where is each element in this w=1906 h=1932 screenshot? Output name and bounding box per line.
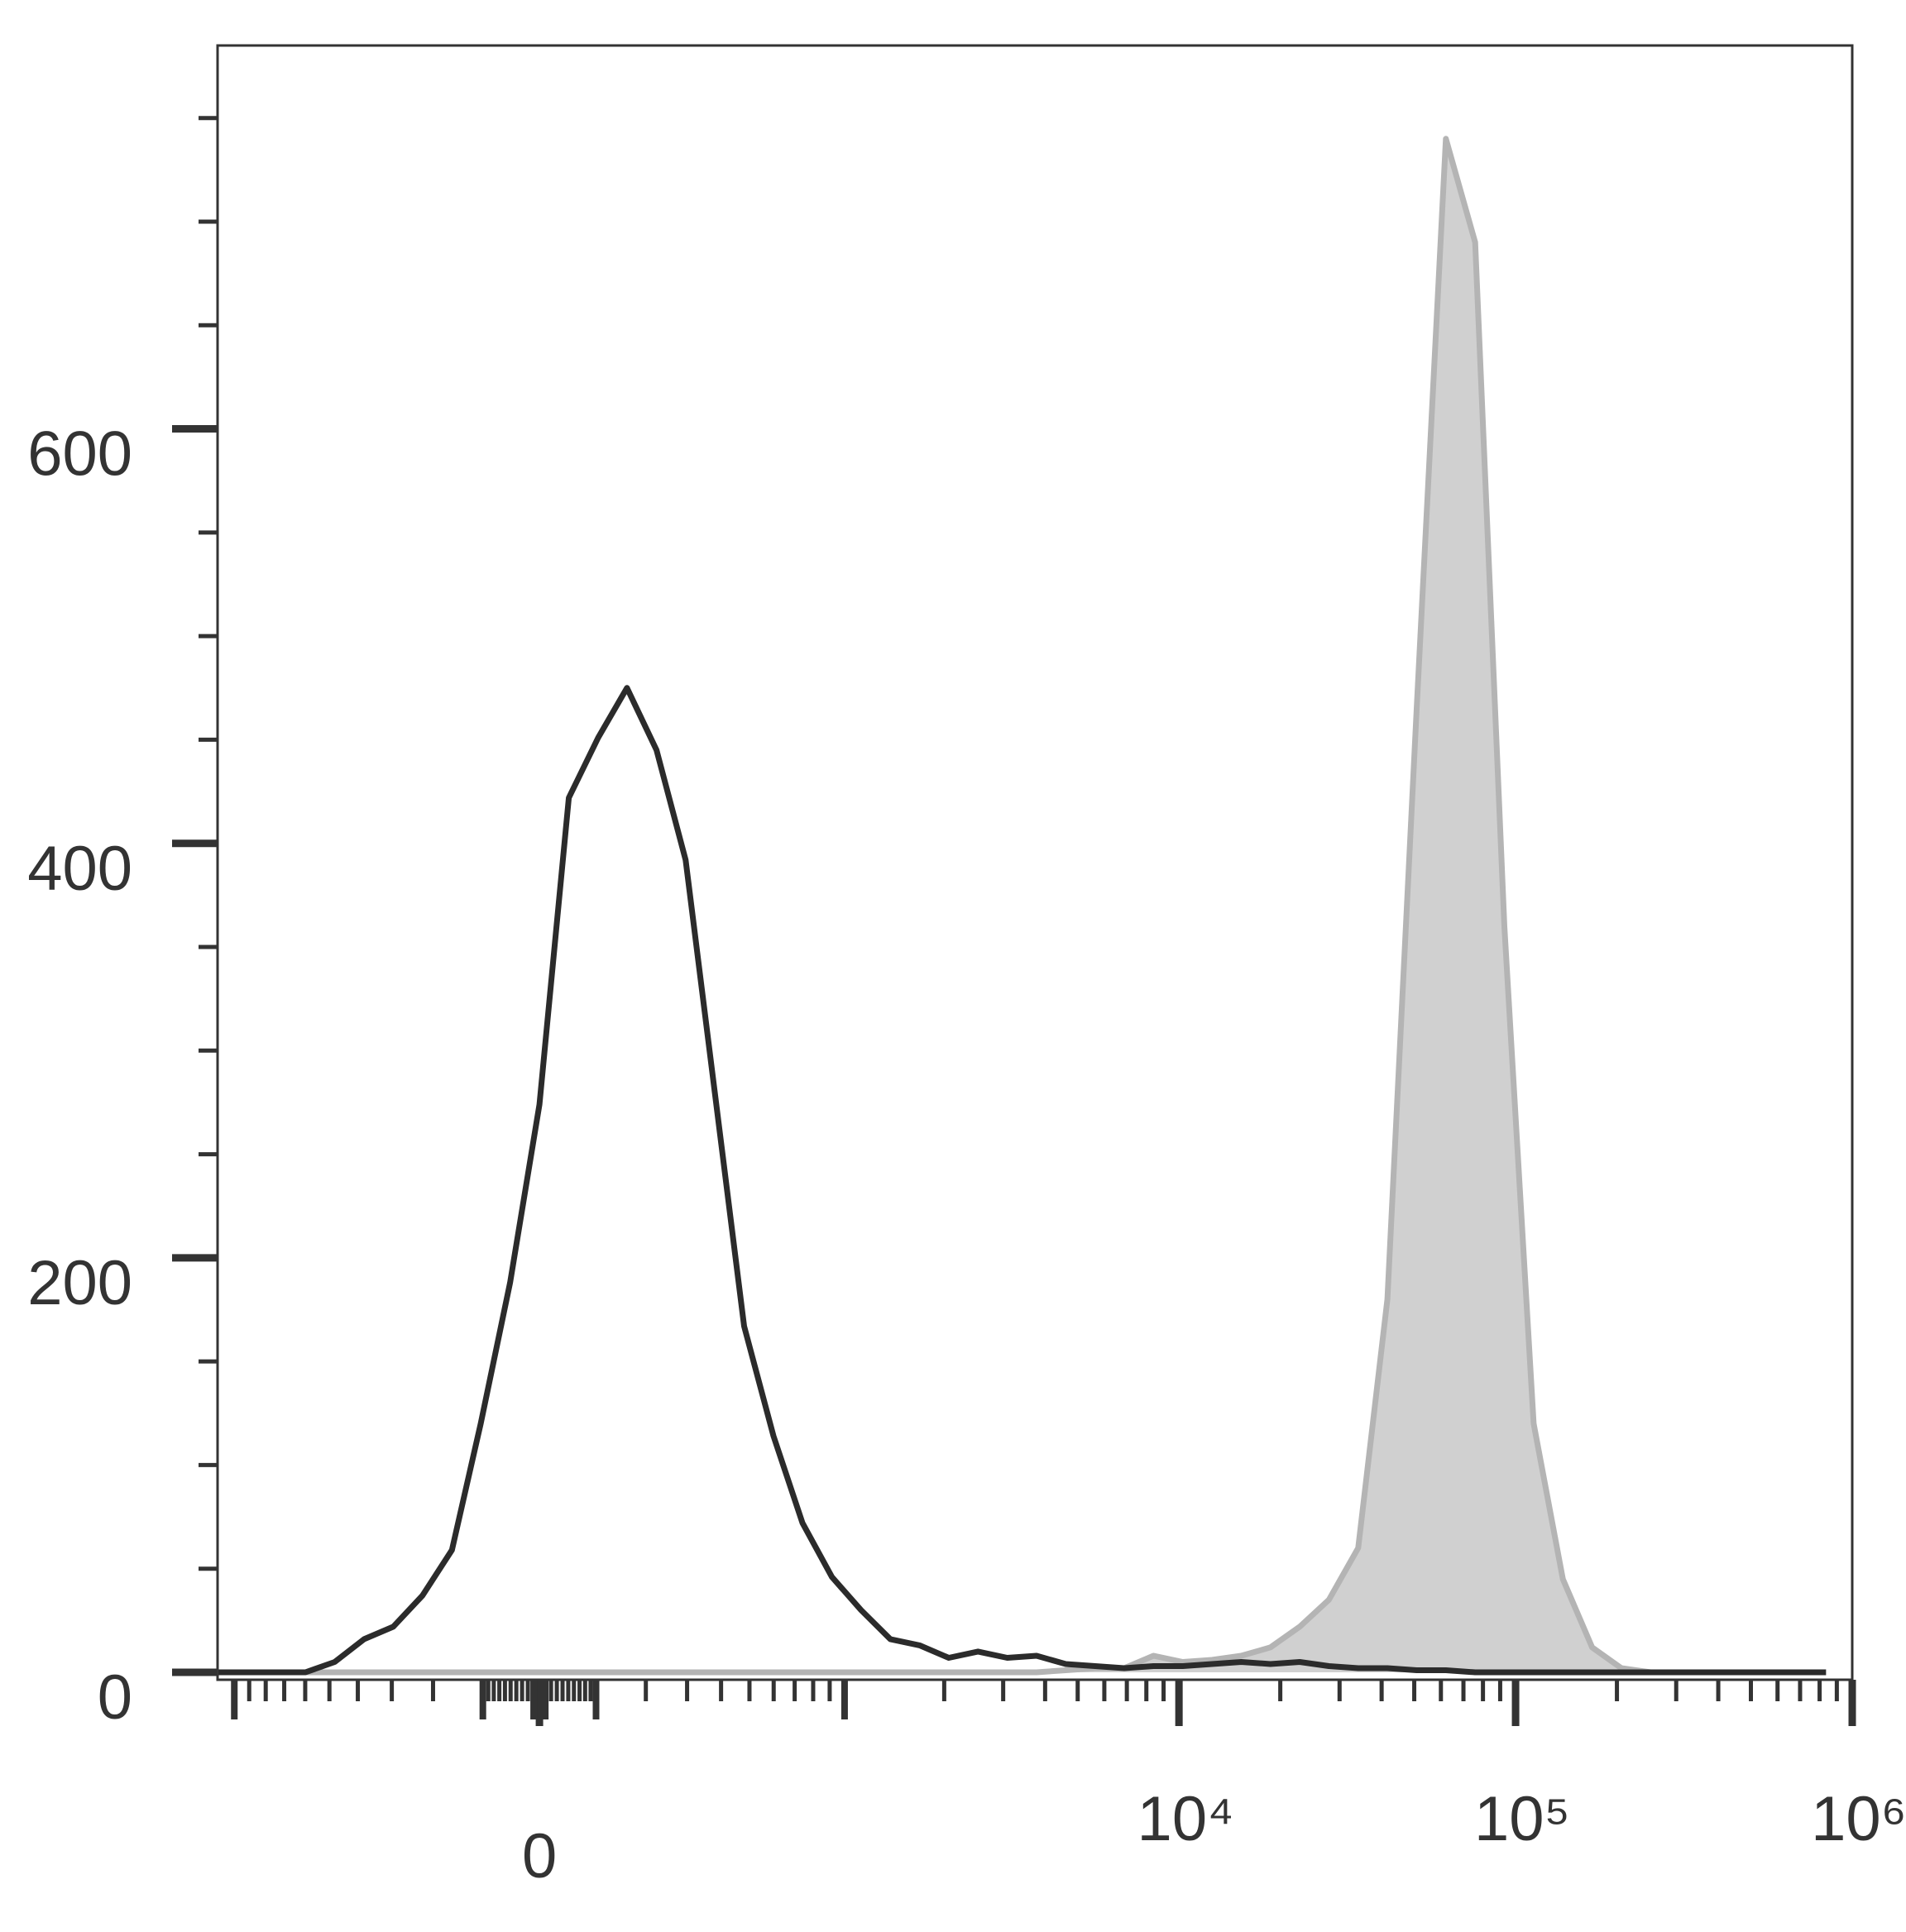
series-area xyxy=(218,138,1827,1672)
y-tick-label: 600 xyxy=(27,419,132,490)
x-tick-label: 10⁵ xyxy=(1474,1784,1570,1854)
y-tick-label: 200 xyxy=(27,1248,132,1318)
x-tick-label: 10⁴ xyxy=(1137,1784,1234,1854)
x-tick-label: 0 xyxy=(522,1821,557,1891)
y-tick-label: 400 xyxy=(27,834,132,904)
series-line xyxy=(218,685,1827,1676)
series-line xyxy=(218,136,1827,1676)
plot-frame xyxy=(216,44,1854,1681)
y-tick-label: 0 xyxy=(98,1662,132,1733)
x-tick-label: 10⁶ xyxy=(1811,1784,1906,1854)
